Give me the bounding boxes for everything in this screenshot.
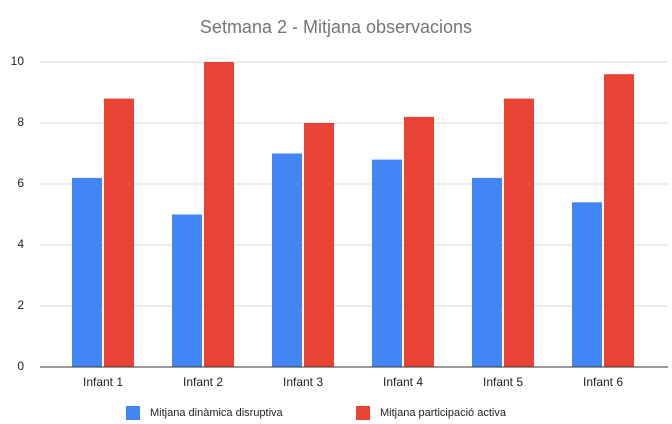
legend-swatch xyxy=(126,406,140,420)
y-tick-label: 4 xyxy=(17,237,24,251)
y-tick-label: 8 xyxy=(17,115,24,129)
x-tick-label: Infant 5 xyxy=(483,375,523,389)
bar xyxy=(104,98,134,367)
bar xyxy=(204,62,234,367)
bar xyxy=(72,177,102,367)
y-tick-label: 6 xyxy=(17,176,24,190)
bar xyxy=(272,153,302,367)
legend-label: Mitjana participació activa xyxy=(380,407,507,419)
chart-title: Setmana 2 - Mitjana observacions xyxy=(200,17,472,37)
x-tick-label: Infant 3 xyxy=(283,375,323,389)
x-tick-label: Infant 4 xyxy=(383,375,423,389)
bar xyxy=(472,177,502,367)
bar xyxy=(172,214,202,367)
x-tick-label: Infant 6 xyxy=(583,375,623,389)
y-tick-label: 0 xyxy=(17,359,24,373)
bar xyxy=(504,98,534,367)
y-tick-label: 10 xyxy=(11,54,25,68)
legend-swatch xyxy=(356,406,370,420)
bar xyxy=(404,116,434,368)
y-tick-label: 2 xyxy=(17,298,24,312)
bar xyxy=(604,74,634,367)
bar xyxy=(372,159,402,367)
legend-label: Mitjana dinàmica disruptiva xyxy=(150,407,284,419)
x-tick-label: Infant 2 xyxy=(183,375,223,389)
x-tick-label: Infant 1 xyxy=(83,375,123,389)
bar xyxy=(304,123,334,367)
bar xyxy=(572,202,602,367)
